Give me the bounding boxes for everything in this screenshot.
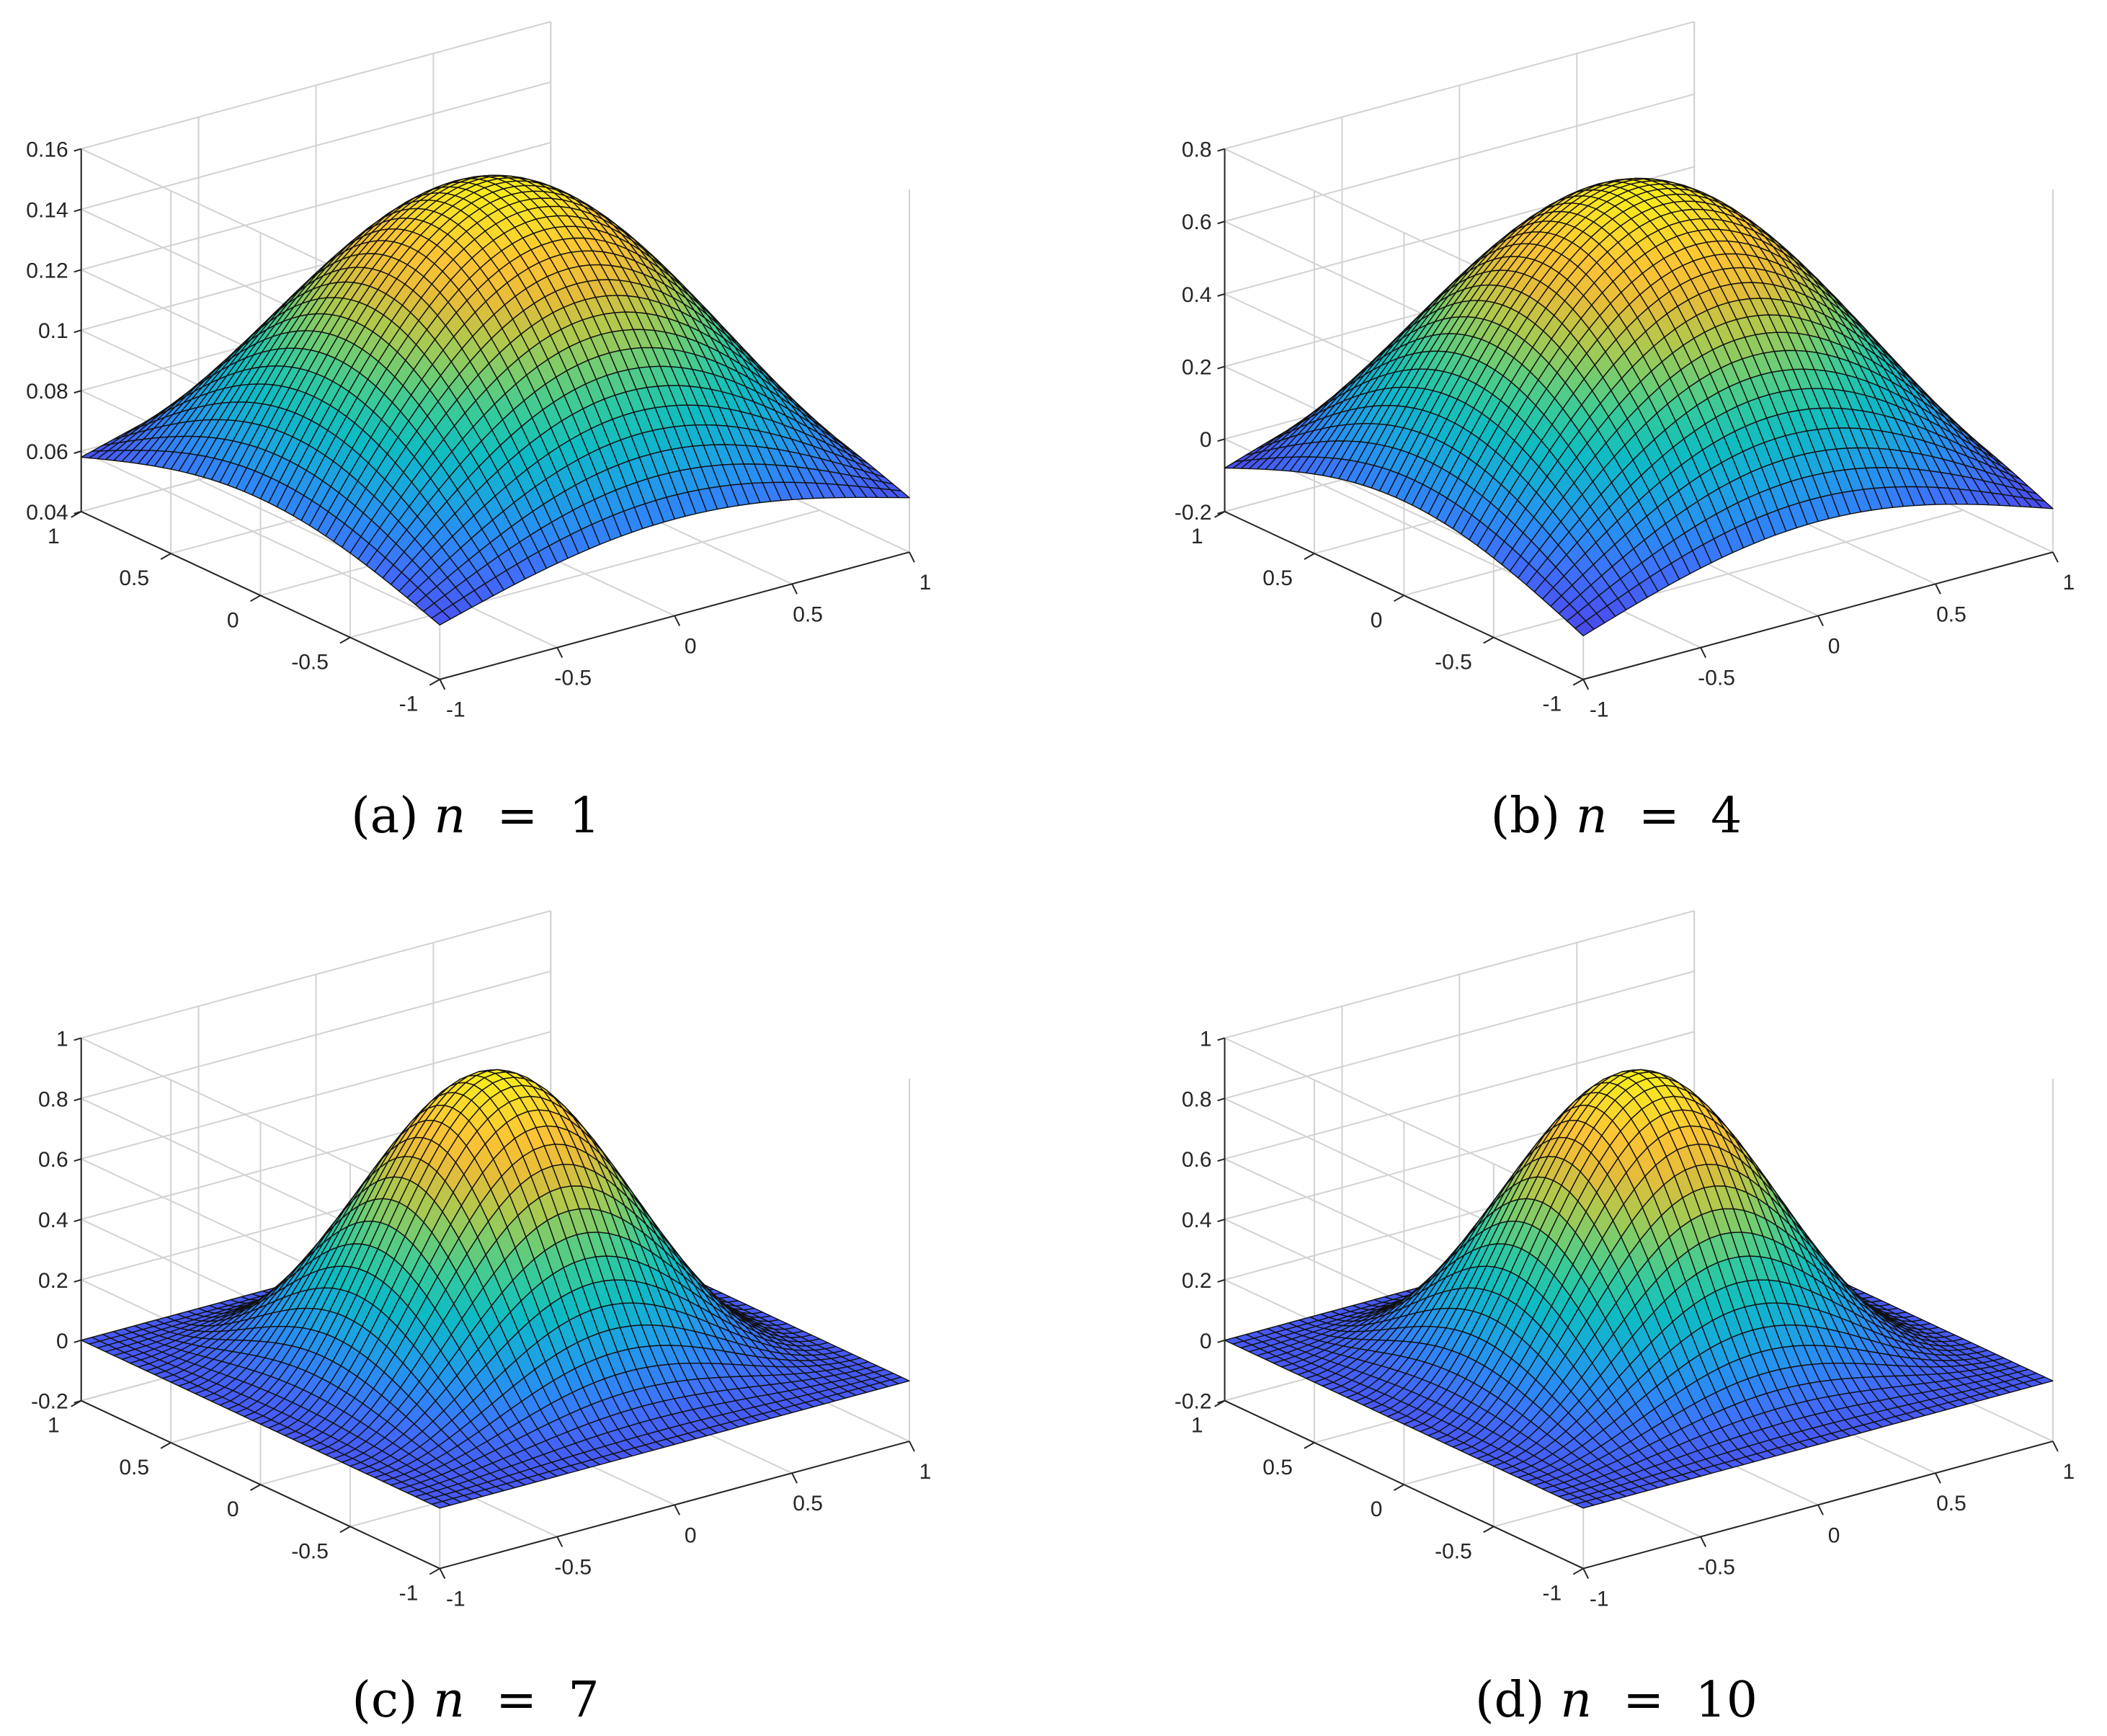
x-tick: [2052, 551, 2059, 563]
z-tick: [1217, 365, 1225, 370]
x-tick: [556, 647, 564, 659]
x-tick: [909, 551, 915, 563]
y-tick: [1572, 678, 1584, 686]
y-tick: [160, 553, 172, 560]
z-tick-label: 0.08: [26, 380, 68, 404]
x-tick: [1700, 647, 1707, 659]
x-tick-label: -1: [446, 698, 466, 722]
z-tick: [1217, 293, 1225, 297]
z-tick: [74, 269, 81, 273]
z-tick: [1217, 438, 1225, 442]
surface-c: [80, 1069, 910, 1509]
y-tick: [250, 595, 262, 602]
y-tick-label: -0.5: [1435, 651, 1472, 675]
y-tick: [339, 636, 351, 644]
y-tick: [1483, 636, 1494, 644]
z-tick: [74, 148, 81, 152]
y-tick: [429, 678, 440, 686]
x-tick-label: 0.5: [793, 602, 823, 626]
y-tick: [1304, 553, 1315, 560]
x-tick-label: -1: [1590, 698, 1609, 722]
y-tick-label: -0.5: [291, 651, 329, 675]
z-tick-label: 0.2: [1182, 356, 1212, 380]
y-tick-label: -1: [1543, 693, 1562, 716]
z-tick-label: 0.8: [1182, 138, 1212, 162]
surface-a: [80, 174, 910, 626]
z-tick-label: 0: [1200, 428, 1212, 452]
z-tick-label: 0.12: [26, 259, 68, 282]
subplot-b: -0.200.20.40.60.8-1-0.500.51-1-0.500.51 …: [1175, 21, 2075, 845]
x-tick: [439, 679, 446, 690]
y-tick-label: 0.5: [1262, 566, 1293, 590]
caption-a: (a) n = 1: [351, 788, 600, 845]
y-tick-label: 0.5: [119, 566, 149, 590]
x-tick-label: 1: [919, 571, 932, 595]
z-tick-label: 0.04: [26, 501, 68, 525]
z-tick: [74, 450, 81, 454]
x-tick: [674, 615, 681, 626]
x-tick-label: -0.5: [1698, 667, 1735, 690]
y-tick: [1393, 595, 1404, 602]
z-tick-label: 0.1: [38, 319, 68, 343]
subplot-a: 0.04 0.06 0.08 0.1 0.12 0.14 0.16 -1 -0.5 0 0.5 1 -1…: [26, 21, 932, 845]
y-tick-label: -1: [399, 693, 419, 716]
y-tick-label: 0: [1371, 608, 1383, 632]
y-tick-label: 1: [1191, 525, 1203, 548]
z-tick: [74, 390, 81, 394]
y-tick-label: 0: [227, 608, 239, 632]
x-tick: [1582, 679, 1590, 690]
y-tick-label: 1: [48, 525, 60, 548]
x-tick-label: 0: [685, 634, 697, 658]
z-tick-label: 0.06: [26, 440, 68, 464]
caption-b: (b) n = 4: [1491, 788, 1742, 845]
z-tick-label: 0.4: [1182, 283, 1212, 307]
x-tick-label: -0.5: [554, 667, 592, 690]
z-tick: [1217, 148, 1225, 152]
x-tick: [1817, 615, 1824, 626]
x-tick: [1935, 583, 1941, 595]
subplot-c: -0.200.20.40.60.81-1-0.500.51-1-0.500.51…: [31, 909, 931, 1729]
surface-b: [1224, 177, 2054, 636]
z-tick-label: 0.6: [1182, 210, 1212, 234]
z-tick: [74, 329, 81, 334]
z-tick-label: 0.16: [26, 138, 68, 162]
z-tick-label: -0.2: [1175, 501, 1212, 525]
x-tick-label: 0.5: [1936, 602, 1966, 626]
x-tick-label: 0: [1828, 634, 1840, 658]
x-axis-line: [440, 551, 910, 680]
x-tick: [791, 583, 798, 595]
z-tick: [1217, 221, 1225, 225]
z-tick: [74, 208, 81, 213]
x-tick-label: 1: [2063, 571, 2075, 595]
z-tick-label: 0.14: [26, 198, 68, 222]
